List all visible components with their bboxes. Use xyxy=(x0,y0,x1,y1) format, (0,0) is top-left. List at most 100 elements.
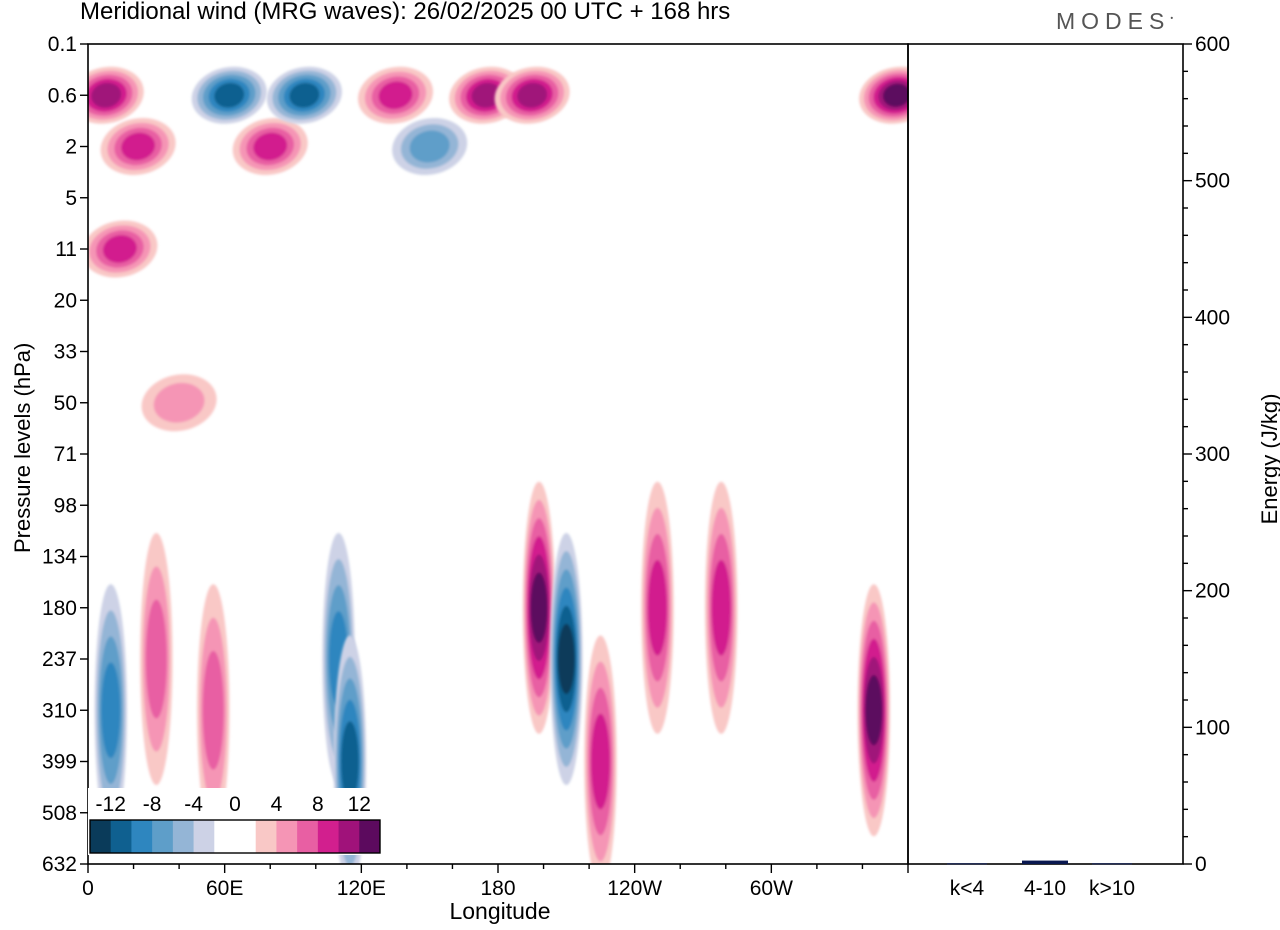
contour-band xyxy=(341,721,359,802)
contour-band xyxy=(471,82,502,108)
heat-feature xyxy=(522,481,556,734)
y-tick-label: 2 xyxy=(65,136,77,159)
x-axis-label: Longitude xyxy=(449,898,551,924)
contour-band xyxy=(647,560,668,656)
energy-y-tick-label: 500 xyxy=(1195,170,1230,193)
y-tick-label: 5 xyxy=(65,187,77,210)
y-axis-left: 0.1 0.6 2 5 11 20 33 50 71 98 134 180 237 310 399 508 63… xyxy=(42,33,88,876)
colorbar-swatch xyxy=(255,820,277,853)
x-tick-label: 120W xyxy=(607,877,662,900)
heat-feature xyxy=(392,118,468,175)
x-tick-label: 0 xyxy=(82,877,94,900)
colorbar-swatch xyxy=(172,820,195,853)
colorbar-swatch xyxy=(317,820,340,853)
contour-band xyxy=(202,650,224,770)
y-tick-label: 134 xyxy=(42,546,77,569)
y-tick-label: 180 xyxy=(42,597,77,620)
energy-category-label: k>10 xyxy=(1089,877,1135,900)
colorbar: -12 -8 -4 0 4 8 12 xyxy=(88,788,382,855)
contour-band xyxy=(153,382,205,423)
energy-y-tick-label: 400 xyxy=(1195,306,1230,329)
heat-feature xyxy=(550,533,583,785)
y-tick-label: 237 xyxy=(42,648,77,671)
heatmap-field xyxy=(88,66,908,864)
contour-band xyxy=(557,623,575,695)
heat-feature xyxy=(859,66,908,124)
contour-band xyxy=(882,83,908,107)
heat-feature xyxy=(494,66,570,124)
energy-y-tick-label: 200 xyxy=(1195,580,1230,603)
energy-x-axis: k<4 4-10 k>10 xyxy=(950,877,1135,900)
colorbar-swatch xyxy=(110,820,132,853)
y-tick-label: 399 xyxy=(42,751,77,774)
y-tick-label: 33 xyxy=(54,341,77,364)
energy-bar xyxy=(947,863,987,865)
energy-category-label: k<4 xyxy=(950,877,985,900)
colorbar-swatch xyxy=(90,820,112,853)
energy-y-tick-label: 0 xyxy=(1195,853,1207,876)
brand-text: MODES xyxy=(1056,8,1171,34)
y-tick-label: 632 xyxy=(42,853,77,876)
brand-logo: MODES• xyxy=(1056,8,1173,35)
colorbar-frame xyxy=(89,819,381,854)
heat-feature xyxy=(88,220,158,278)
energy-y-tick-label: 600 xyxy=(1195,33,1230,56)
colorbar-label: -8 xyxy=(143,793,162,816)
colorbar-swatch xyxy=(359,820,381,853)
heat-feature xyxy=(232,118,308,175)
contour-band xyxy=(121,132,156,161)
heat-feature xyxy=(141,374,217,432)
energy-category-label: 4-10 xyxy=(1024,877,1066,900)
contour-band xyxy=(253,132,288,161)
contour-band xyxy=(145,599,167,719)
contour-band xyxy=(711,560,731,656)
y-tick-label: 50 xyxy=(54,392,77,415)
x-axis: 0 60E 120E 180 120W 60W xyxy=(82,864,909,900)
heat-feature xyxy=(357,66,434,124)
y-tick-label: 0.1 xyxy=(48,33,77,56)
colorbar-label: -12 xyxy=(96,793,126,816)
heat-feature xyxy=(704,481,738,734)
heat-feature xyxy=(140,533,173,785)
colorbar-label: 8 xyxy=(312,793,324,816)
heat-feature xyxy=(641,481,674,734)
colorbar-label: 4 xyxy=(271,793,283,816)
x-tick-label: 60E xyxy=(206,877,243,900)
heat-feature xyxy=(857,584,891,837)
y-tick-label: 20 xyxy=(54,289,77,312)
contour-band xyxy=(378,81,413,110)
y-tick-label: 508 xyxy=(42,802,77,825)
heat-feature xyxy=(191,66,267,124)
y-tick-label: 71 xyxy=(54,443,77,466)
colorbar-swatch xyxy=(131,820,153,853)
energy-y-tick-label: 300 xyxy=(1195,443,1230,466)
heat-feature xyxy=(584,635,617,864)
energy-plot-frame xyxy=(907,43,1184,865)
contour-band xyxy=(517,82,548,108)
energy-bar xyxy=(1022,860,1068,864)
colorbar-swatch xyxy=(214,820,236,853)
contour-band xyxy=(91,82,122,108)
contour-band xyxy=(409,130,450,163)
y-axis-right: 0 100 200 300 400 500 600 xyxy=(1183,33,1230,876)
colorbar-swatch xyxy=(235,820,257,853)
contour-band xyxy=(530,572,548,643)
y-tick-label: 11 xyxy=(55,238,77,261)
colorbar-label: 0 xyxy=(229,793,241,816)
y-axis-label-left: Pressure levels (hPa) xyxy=(10,342,35,553)
x-tick-label: 180 xyxy=(480,877,515,900)
y-tick-label: 310 xyxy=(42,699,77,722)
y-tick-label: 98 xyxy=(54,494,77,517)
colorbar-swatch xyxy=(193,820,215,853)
contour-band xyxy=(865,675,883,746)
heat-feature xyxy=(266,66,342,124)
contour-band xyxy=(289,82,320,108)
colorbar-swatch xyxy=(297,820,319,853)
colorbar-swatch xyxy=(338,820,360,853)
y-axis-label-right: Energy (J/kg) xyxy=(1257,393,1280,525)
contour-band xyxy=(102,235,137,263)
energy-bar xyxy=(1092,863,1132,865)
registered-mark: • xyxy=(1170,13,1174,23)
heat-feature xyxy=(197,584,230,837)
